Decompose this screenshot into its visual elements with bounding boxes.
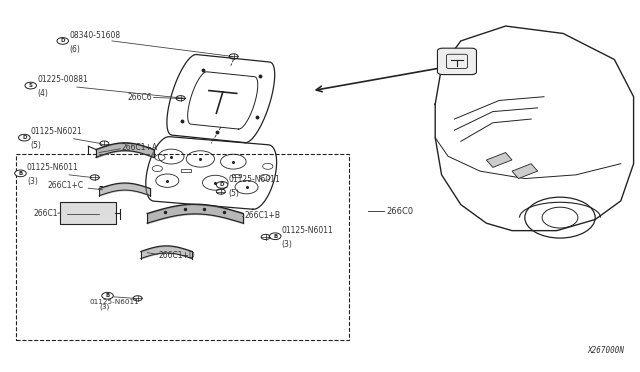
Text: B: B [19,171,22,176]
Text: 01125-N6021: 01125-N6021 [31,127,83,136]
Text: 266C1+A: 266C1+A [122,143,157,152]
Text: D: D [60,38,65,44]
Circle shape [102,292,113,299]
Text: 266C1: 266C1 [33,209,58,218]
Text: S: S [29,83,33,88]
Text: (5): (5) [228,189,239,198]
Circle shape [19,134,30,141]
Text: 01125-N6011: 01125-N6011 [282,226,333,235]
Text: (6): (6) [69,45,80,54]
Text: 01125-N6011: 01125-N6011 [90,299,140,305]
FancyBboxPatch shape [60,202,116,224]
Text: 01225-00881: 01225-00881 [37,76,88,84]
Text: (5): (5) [31,141,42,150]
Text: (4): (4) [37,89,48,98]
Text: 266C6: 266C6 [128,93,152,102]
Text: 266C1+C: 266C1+C [48,182,84,190]
Text: 01125-N6011: 01125-N6011 [228,175,280,184]
Text: B: B [273,234,277,239]
Text: D: D [22,135,27,140]
Text: 266C1+B: 266C1+B [244,211,280,220]
Circle shape [57,38,68,44]
Text: 266C1+D: 266C1+D [159,251,195,260]
Circle shape [216,182,228,188]
FancyBboxPatch shape [438,48,476,74]
Circle shape [269,233,281,240]
Text: (3): (3) [27,177,38,186]
Text: (3): (3) [99,304,109,310]
Text: B: B [106,293,109,298]
Circle shape [15,170,26,177]
Text: 01125-N6011: 01125-N6011 [27,163,79,172]
Text: D: D [220,182,225,187]
Text: 266C0: 266C0 [386,207,413,216]
Text: X267000N: X267000N [587,346,624,355]
Polygon shape [512,164,538,179]
Text: (3): (3) [282,240,292,249]
Text: 08340-51608: 08340-51608 [69,31,120,40]
Circle shape [25,82,36,89]
Polygon shape [486,153,512,167]
